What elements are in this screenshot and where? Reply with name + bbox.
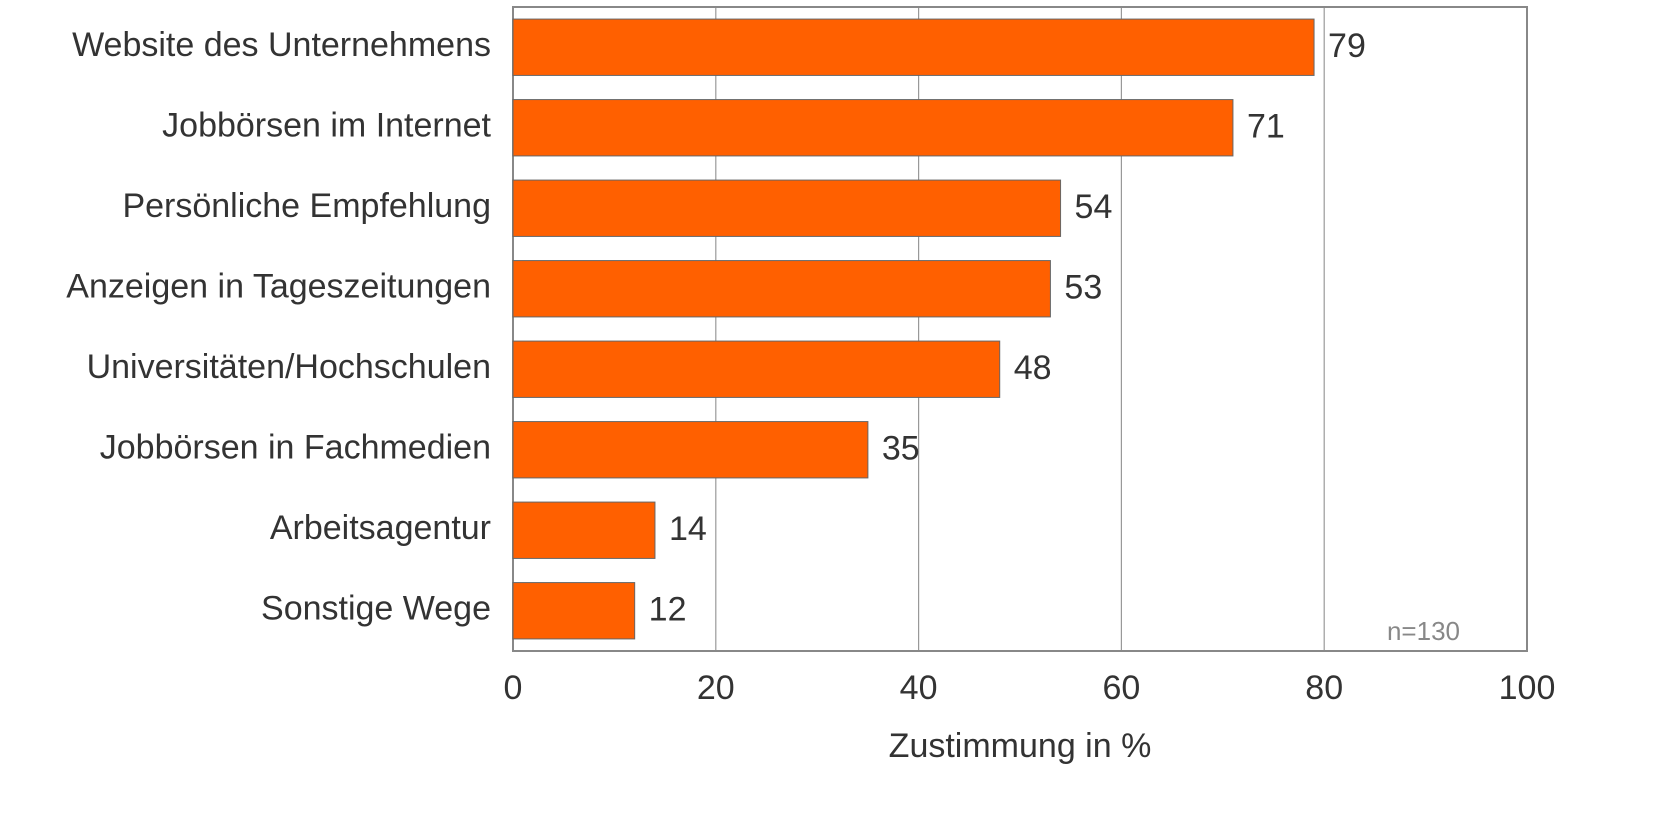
annotation: n=130 [1387, 616, 1460, 646]
bar [512, 421, 869, 479]
data-label: 12 [649, 591, 687, 629]
bar [512, 501, 656, 559]
data-label: 35 [882, 430, 920, 468]
y-tick-label: Arbeitsagentur [270, 509, 491, 547]
data-label: 54 [1075, 188, 1113, 226]
data-label: 14 [669, 510, 707, 548]
bar [512, 260, 1051, 318]
x-tick-label: 100 [1499, 669, 1556, 707]
data-label: 53 [1064, 269, 1102, 307]
bar [512, 18, 1315, 76]
x-tick-label: 60 [1102, 669, 1140, 707]
x-tick-label: 80 [1305, 669, 1343, 707]
data-label: 71 [1247, 108, 1285, 146]
y-tick-label: Universitäten/Hochschulen [87, 348, 491, 386]
bar [512, 179, 1062, 237]
x-tick-label: 0 [504, 669, 523, 707]
bar [512, 340, 1001, 398]
bar [512, 582, 636, 640]
plot-frame [512, 6, 1528, 652]
y-tick-label: Jobbörsen im Internet [162, 107, 491, 145]
data-label: 48 [1014, 349, 1052, 387]
data-label: 79 [1328, 27, 1366, 65]
x-tick-label: 40 [900, 669, 938, 707]
y-tick-label: Anzeigen in Tageszeitungen [66, 268, 491, 306]
x-axis-label: Zustimmung in % [889, 727, 1152, 765]
y-tick-label: Sonstige Wege [261, 590, 491, 628]
bar [512, 99, 1234, 157]
y-tick-label: Website des Unternehmens [72, 26, 491, 64]
y-tick-label: Jobbörsen in Fachmedien [100, 429, 491, 467]
y-tick-label: Persönliche Empfehlung [122, 187, 491, 225]
x-tick-label: 20 [697, 669, 735, 707]
